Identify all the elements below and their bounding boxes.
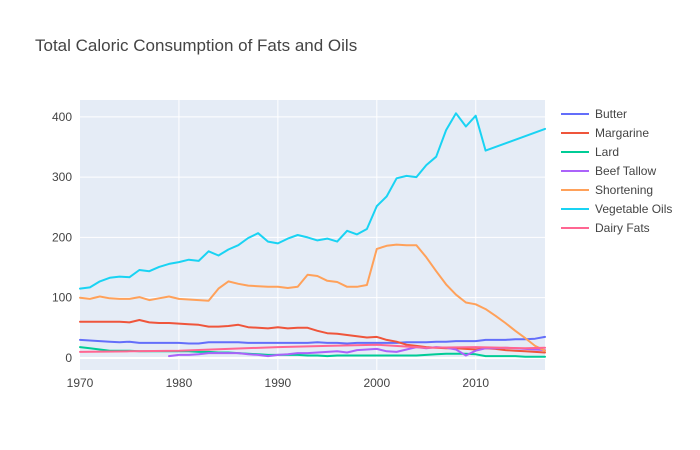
plot-background [80, 100, 545, 370]
x-tick-label: 1970 [67, 376, 94, 390]
legend-label: Dairy Fats [595, 221, 650, 235]
y-tick-label: 200 [52, 230, 72, 244]
series-line-margarine [79, 319, 546, 354]
legend-item-butter[interactable]: Butter [561, 107, 627, 121]
legend-item-lard[interactable]: Lard [561, 145, 619, 159]
x-tick-label: 2010 [462, 376, 489, 390]
y-tick-label: 400 [52, 110, 72, 124]
legend-item-margarine[interactable]: Margarine [561, 126, 649, 140]
x-tick-label: 1980 [166, 376, 193, 390]
legend-item-dairy-fats[interactable]: Dairy Fats [561, 221, 650, 235]
legend[interactable]: Butter Margarine Lard Beef Tallow Shortening… [561, 107, 672, 235]
chart-title: Total Caloric Consumption of Fats and Oi… [35, 36, 357, 55]
series-layer [79, 112, 546, 358]
y-tick-label: 100 [52, 291, 72, 305]
x-tick-label: 1990 [265, 376, 292, 390]
legend-label: Vegetable Oils [595, 202, 672, 216]
y-tick-label: 300 [52, 170, 72, 184]
series-line-dairy-fats [79, 343, 546, 353]
x-axis: 1970 1980 1990 2000 2010 [67, 376, 490, 390]
legend-label: Butter [595, 107, 627, 121]
legend-label: Lard [595, 145, 619, 159]
legend-item-vegetable-oils[interactable]: Vegetable Oils [561, 202, 672, 216]
y-tick-label: 0 [65, 351, 72, 365]
series-line-shortening [79, 243, 546, 352]
gridlines [80, 100, 545, 370]
legend-label: Shortening [595, 183, 653, 197]
legend-label: Margarine [595, 126, 649, 140]
x-tick-label: 2000 [363, 376, 390, 390]
legend-item-beef-tallow[interactable]: Beef Tallow [561, 164, 656, 178]
legend-item-shortening[interactable]: Shortening [561, 183, 653, 197]
y-axis: 0 100 200 300 400 [52, 110, 72, 365]
series-line-vegetable-oils [79, 112, 546, 290]
series-line-butter [79, 335, 546, 345]
series-line-beef-tallow [168, 346, 546, 358]
legend-label: Beef Tallow [595, 164, 656, 178]
